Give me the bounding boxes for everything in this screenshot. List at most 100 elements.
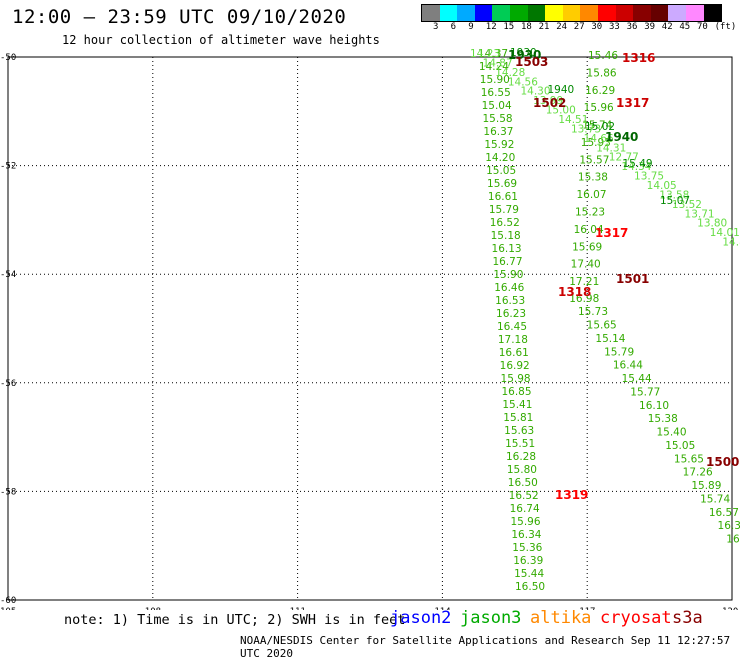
y-tick-label: -52	[0, 162, 16, 172]
scale-label: 30	[591, 22, 603, 32]
wave-height-value: 16.29	[585, 85, 615, 97]
x-tick-label: 114	[434, 607, 450, 610]
scale-swatch	[615, 5, 634, 21]
pass-time-label: 1503	[515, 55, 548, 69]
wave-height-value: 15.93	[581, 137, 611, 149]
scale-swatch	[562, 5, 581, 21]
wave-height-value: 16.53	[495, 295, 525, 307]
wave-height-value: 15.77	[630, 386, 660, 398]
wave-height-value: 14.37	[478, 48, 508, 60]
pass-time-label: 1940	[605, 130, 638, 144]
wave-height-value: 13.99	[533, 95, 563, 107]
wave-height-value: 15.44	[622, 373, 652, 385]
scale-swatch	[668, 5, 686, 21]
scale-label: 9	[468, 22, 474, 32]
legend-altika: altika	[530, 608, 592, 628]
wave-height-value: 13.75	[634, 171, 664, 183]
scale-label: (ft)	[714, 22, 737, 32]
legend-jason3: jason3	[460, 608, 522, 628]
x-tick-label: 120	[722, 607, 738, 610]
y-tick-label: -56	[0, 379, 16, 389]
wave-height-value: 16.50	[508, 477, 538, 489]
pass-time-label: 1318	[558, 285, 591, 299]
pass-time-label: 1317	[595, 226, 628, 240]
y-tick-label: -60	[0, 596, 16, 606]
wave-height-value: 16.39	[513, 555, 543, 567]
wave-height-value: 16.74	[510, 503, 540, 515]
wave-height-value: 15.79	[604, 346, 634, 358]
wave-height-value: 13.52	[672, 199, 702, 211]
scale-swatch	[650, 5, 669, 21]
wave-height-value: 15.05	[486, 165, 516, 177]
scale-label: 36	[626, 22, 638, 32]
wave-height-value: 13.58	[659, 189, 689, 201]
wave-height-value: 16.44	[613, 360, 643, 372]
wave-height-value: 14.31	[596, 142, 626, 154]
map-frame	[7, 56, 733, 601]
wave-height-value: 16.45	[497, 321, 527, 333]
wave-height-value: 15.46	[588, 50, 618, 62]
scale-label: 70	[697, 22, 708, 32]
wave-height-value: 15.04	[482, 100, 512, 112]
scale-swatch	[509, 5, 528, 21]
scale-label: 45	[679, 22, 691, 32]
scale-label: 3	[433, 22, 439, 32]
wave-height-value: 15.81	[503, 412, 533, 424]
scale-swatch	[422, 5, 440, 21]
wave-height-value: 14.20	[485, 152, 515, 164]
wave-height-value: 16.28	[506, 451, 536, 463]
wave-height-value: 14.51	[558, 114, 588, 126]
legend-cryosat: cryosat	[600, 608, 672, 628]
scale-label: 42	[661, 22, 673, 32]
map-subtitle: 12 hour collection of altimeter wave hei…	[62, 33, 380, 47]
scale-swatch	[527, 5, 546, 21]
wave-height-value: 15.74	[582, 120, 612, 132]
wave-height-value: 14.24	[479, 61, 509, 73]
wave-height-value: 15.58	[483, 113, 513, 125]
wave-height-value: 15.05	[665, 440, 695, 452]
note-text: note: 1) Time is in UTC; 2) SWH is in fe…	[64, 612, 406, 628]
wave-height-value: 12.77	[609, 152, 639, 164]
pass-time-label: 1319	[555, 488, 588, 502]
wave-height-value: 15.51	[505, 438, 535, 450]
wave-height-value: 15.44	[514, 568, 544, 580]
scale-label: 33	[609, 22, 620, 32]
scale-label: 18	[521, 22, 532, 32]
pass-time-label: 1317	[616, 96, 649, 110]
wave-height-value: 15.69	[487, 178, 517, 190]
wave-height-value: 15.96	[584, 102, 614, 114]
wave-height-value: 16.98	[569, 293, 599, 305]
scale-label: 12	[485, 22, 497, 32]
wave-height-value: 15.69	[572, 241, 602, 253]
wave-height-value: 14.86	[722, 237, 740, 249]
x-tick-label: 105	[0, 607, 16, 610]
wave-height-value: 15.18	[491, 230, 521, 242]
scale-label: 39	[644, 22, 656, 32]
wave-height-value: 16.57	[709, 507, 739, 519]
scale-label: 24	[556, 22, 568, 32]
wave-height-value: 15.65	[587, 320, 617, 332]
wave-height-value: 15.89	[691, 480, 721, 492]
wave-height-value: 13.73	[571, 123, 601, 135]
pass-time-label: 1501	[616, 272, 649, 286]
wave-height-value: 15.23	[575, 206, 605, 218]
x-tick-label: 117	[579, 607, 595, 610]
wave-height-value: 1930	[510, 47, 537, 59]
y-tick-label: -58	[0, 487, 16, 497]
pass-time-label: 1502	[533, 96, 566, 110]
wave-height-value: 15.00	[546, 105, 576, 117]
wave-height-value: 16.23	[496, 308, 526, 320]
wave-height-value: 15.65	[674, 453, 704, 465]
wave-height-value: 16.10	[639, 400, 669, 412]
wave-height-value: 13.71	[685, 208, 715, 220]
wave-height-value: 16.13	[492, 243, 522, 255]
scale-swatch	[439, 5, 458, 21]
wave-height-value: 15.02	[585, 121, 615, 133]
wave-height-value: 14.66	[584, 133, 614, 145]
wave-height-value: 16.04	[574, 224, 604, 236]
wave-height-value: 14.34	[621, 161, 651, 173]
wave-height-value: 16.46	[494, 282, 524, 294]
wave-height-value: 16.55	[481, 87, 511, 99]
wave-height-value: 15.49	[623, 158, 653, 170]
y-tick-label: -50	[0, 53, 16, 63]
